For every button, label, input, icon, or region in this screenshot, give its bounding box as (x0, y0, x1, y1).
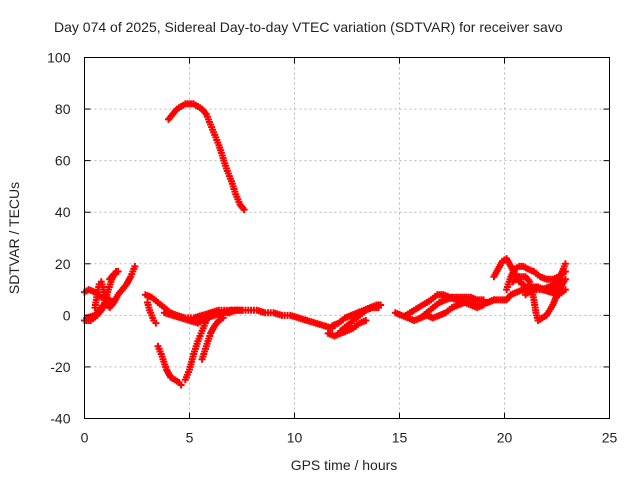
series-arc-4 (91, 278, 109, 312)
data-point (152, 319, 160, 327)
series-arc-14 (324, 317, 370, 340)
series-arc-23 (509, 273, 569, 324)
x-tick-label: 0 (81, 430, 89, 446)
y-tick-label: 40 (55, 204, 71, 220)
data-point (375, 304, 382, 312)
y-tick-label: 0 (63, 307, 71, 323)
data-point (561, 286, 569, 294)
y-tick-label: 20 (55, 256, 71, 272)
data-point (480, 301, 487, 309)
y-tick-label: -40 (50, 411, 70, 427)
x-tick-label: 15 (392, 430, 408, 446)
x-tick-label: 10 (287, 430, 303, 446)
series-arc-7 (144, 299, 160, 327)
data-point (102, 293, 109, 301)
data-point (561, 275, 569, 283)
series-arc-13 (228, 306, 336, 332)
y-tick-label: 100 (47, 50, 71, 66)
x-tick-label: 20 (497, 430, 513, 446)
chart-title: Day 074 of 2025, Sidereal Day-to-day VTE… (54, 19, 563, 35)
series-arc-21 (490, 255, 532, 294)
data-point (114, 268, 122, 275)
series-arc-10 (198, 314, 227, 363)
series-arc-8 (154, 342, 185, 389)
x-tick-label: 5 (186, 430, 194, 446)
data-point (240, 206, 248, 214)
data-point (362, 317, 370, 324)
data-point (131, 262, 139, 270)
series-arc-12 (165, 100, 248, 214)
data-points (81, 100, 569, 389)
y-tick-label: 60 (55, 153, 71, 169)
series-arc-25 (522, 286, 569, 299)
data-point (177, 381, 185, 389)
series-arc-16 (337, 304, 382, 335)
y-tick-label: -20 (50, 359, 70, 375)
x-axis-label: GPS time / hours (291, 457, 398, 473)
x-tick-label: 25 (602, 430, 618, 446)
y-tick-label: 80 (55, 101, 71, 117)
axis-ticks: 0 5 10 15 20 25 -40 -20 0 20 40 60 80 100 (47, 50, 617, 446)
plot-frame (84, 57, 610, 419)
series-arc-19 (417, 299, 487, 322)
series-arc-5 (106, 268, 122, 283)
y-axis-label: SDTVAR / TECUs (6, 182, 22, 294)
data-point (561, 260, 569, 268)
series-arc-6 (141, 291, 242, 322)
series-arc-3 (83, 262, 139, 322)
